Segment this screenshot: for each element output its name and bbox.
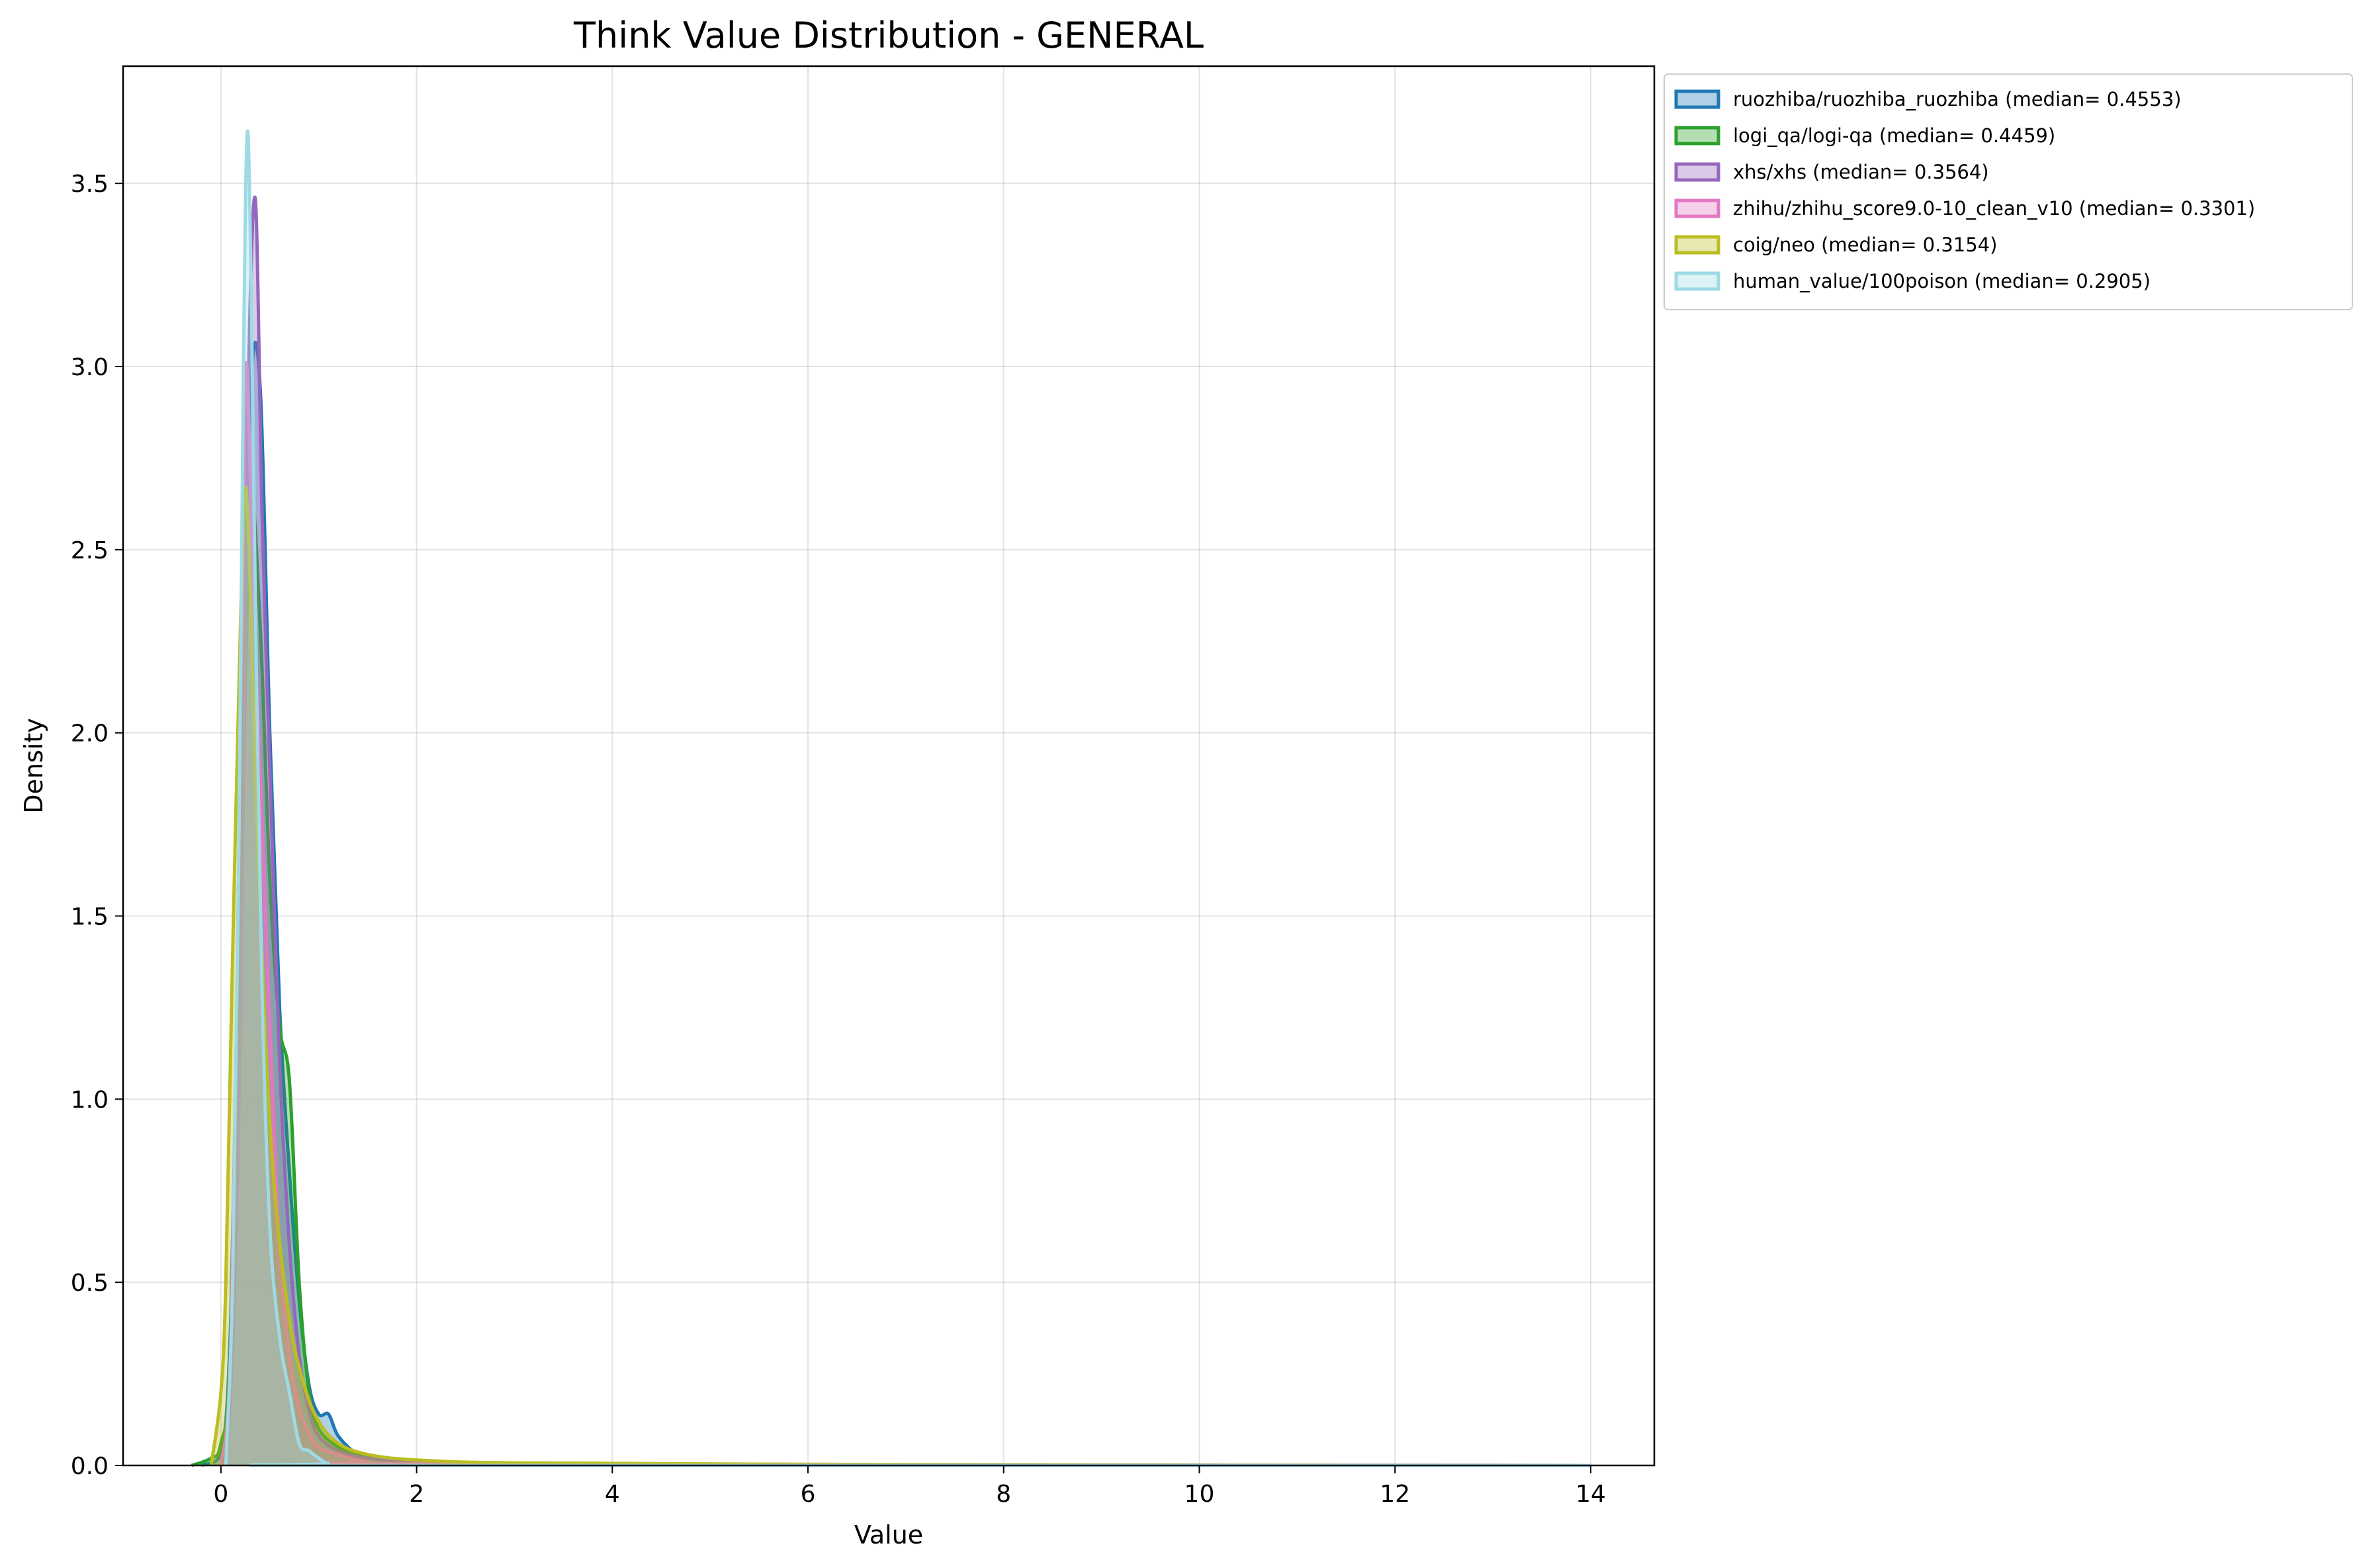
series-line-5 <box>224 129 1591 1467</box>
x-axis-ticks: 0 2 4 6 8 10 12 14 <box>213 1465 1606 1508</box>
series-area-4 <box>211 487 1591 1466</box>
legend-swatch-2 <box>1674 162 1720 182</box>
y-axis-ticks: 0.0 0.5 1.0 1.5 2.0 2.5 3.0 3.5 <box>71 171 123 1480</box>
legend-entry-1: logi_qa/logi-qa (median= 0.4459) <box>1733 124 2055 147</box>
x-tick-label: 4 <box>605 1481 620 1508</box>
legend-entry-0: ruozhiba/ruozhiba_ruozhiba (median= 0.45… <box>1733 88 2181 110</box>
x-tick-label: 0 <box>213 1481 228 1508</box>
series-area-0 <box>201 342 1591 1465</box>
y-tick-label: 3.5 <box>71 171 109 198</box>
y-tick-label: 0.5 <box>71 1270 109 1297</box>
x-tick-label: 8 <box>996 1481 1011 1508</box>
series-area-5 <box>226 130 1591 1466</box>
legend-swatch-5 <box>1674 271 1720 291</box>
legend-entry-4: coig/neo (median= 0.3154) <box>1733 234 1997 256</box>
legend-entry-5: human_value/100poison (median= 0.2905) <box>1733 270 2151 292</box>
legend: ruozhiba/ruozhiba_ruozhiba (median= 0.45… <box>1664 73 2353 310</box>
series-line-3 <box>219 361 1591 1467</box>
x-tick-label: 2 <box>409 1481 424 1508</box>
legend-swatch-3 <box>1674 198 1720 218</box>
series-line-4 <box>209 485 1591 1467</box>
legend-entry-3: zhihu/zhihu_score9.0-10_clean_v10 (media… <box>1733 197 2255 220</box>
grid-lines <box>123 66 1654 1466</box>
chart-title: Think Value Distribution - GENERAL <box>573 15 1204 56</box>
y-axis-label: Density <box>19 718 48 813</box>
series-layer <box>191 129 1591 1467</box>
y-tick-label: 0.0 <box>71 1453 109 1480</box>
legend-swatch-1 <box>1674 126 1720 146</box>
legend-entry-2: xhs/xhs (median= 0.3564) <box>1733 161 1989 183</box>
y-tick-label: 2.5 <box>71 537 109 564</box>
series-line-2 <box>219 195 1591 1467</box>
y-tick-label: 1.5 <box>71 904 109 931</box>
plot-frame <box>122 65 1656 1467</box>
series-line-1 <box>191 498 1591 1467</box>
x-tick-label: 14 <box>1576 1481 1606 1508</box>
series-area-3 <box>220 363 1591 1465</box>
legend-swatch-0 <box>1674 89 1720 109</box>
x-axis-label: Value <box>854 1520 923 1549</box>
x-tick-label: 6 <box>801 1481 816 1508</box>
series-area-2 <box>220 196 1591 1465</box>
x-tick-label: 10 <box>1184 1481 1215 1508</box>
series-area-1 <box>191 500 1591 1465</box>
y-tick-label: 2.0 <box>71 720 109 748</box>
x-tick-label: 12 <box>1380 1481 1410 1508</box>
legend-box <box>1664 73 2353 310</box>
legend-swatch-4 <box>1674 235 1720 255</box>
y-tick-label: 3.0 <box>71 354 109 381</box>
y-tick-label: 1.0 <box>71 1086 109 1113</box>
series-line-0 <box>200 341 1591 1467</box>
